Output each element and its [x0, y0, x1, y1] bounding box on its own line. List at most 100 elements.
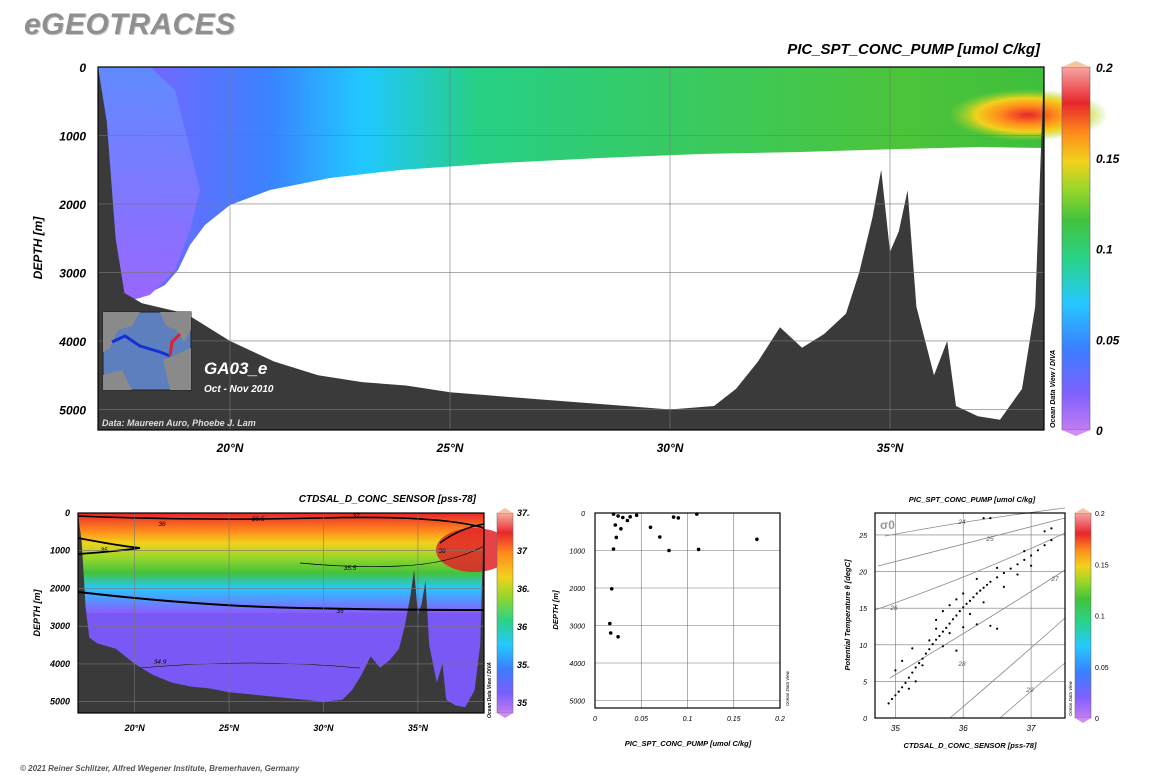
ts-data-point — [914, 666, 917, 669]
ts-data-point — [982, 517, 985, 520]
salinity-colorbar-tick-label: 37 — [517, 546, 528, 556]
main-colorbar-tick-label: 0.1 — [1096, 243, 1113, 257]
profile-scatter-chart: 0 0.05 0.1 0.15 0.2 0 1000 2000 3000 4000 5000 PI… — [551, 511, 790, 748]
ts-data-point — [996, 566, 999, 569]
ts-data-point — [968, 599, 972, 602]
ts-colorbar-tick-label: 0.05 — [1095, 665, 1109, 672]
salinity-colorbar-tick-label: 37.5 — [517, 508, 530, 518]
ts-y-tick-label: 15 — [859, 606, 867, 613]
ts-data-point — [921, 664, 924, 667]
ts-data-point — [928, 639, 931, 642]
ts-data-point — [890, 697, 894, 701]
ts-data-point — [914, 680, 917, 683]
ts-y-tick-label: 10 — [859, 643, 867, 650]
salinity-bathymetry — [78, 513, 484, 713]
profile-y-tick-label: 2000 — [568, 586, 585, 593]
ts-colorbar-tick-label: 0.2 — [1095, 511, 1105, 518]
ts-data-point — [945, 626, 948, 629]
profile-data-point — [608, 631, 613, 635]
main-colorbar-top-cap — [1062, 61, 1090, 67]
salinity-y-axis-label: DEPTH [m] — [32, 588, 42, 636]
ts-data-point — [931, 643, 934, 646]
profile-data-point — [616, 514, 620, 518]
ts-data-point — [901, 686, 904, 689]
ts-data-point — [996, 576, 999, 579]
main-x-ticks: 20°N 25°N 30°N 35°N — [216, 441, 904, 455]
ts-y-ticks: 0 5 10 15 20 25 — [858, 533, 867, 723]
ts-data-point — [907, 676, 910, 679]
profile-watermark: Ocean Data View — [785, 670, 790, 706]
inset-land-europe — [160, 312, 191, 342]
ts-x-tick-label: 35 — [891, 724, 900, 733]
inset-map — [102, 311, 192, 391]
salinity-colorbar-tick-label: 36 — [517, 622, 528, 632]
salinity-y-ticks: 0 1000 2000 3000 4000 5000 — [49, 508, 70, 707]
salinity-section-chart: 36 36.5 37 35 35.5 35 36 34.9 CTDSAL_D_CONC_SEN… — [32, 494, 530, 733]
ts-data-point — [955, 598, 958, 601]
salinity-colorbar-tick-label: 35 — [517, 698, 528, 708]
ts-data-point — [1009, 567, 1012, 570]
main-y-tick-label: 0 — [79, 61, 86, 75]
profile-plot-frame — [594, 512, 781, 709]
salinity-colorbar-tick-label: 35.5 — [517, 660, 530, 670]
ts-colorbar-bottom-cap — [1075, 718, 1091, 723]
profile-data-point — [634, 513, 639, 518]
ts-data-point — [907, 687, 910, 690]
ts-data-point — [904, 681, 907, 684]
salinity-grid — [78, 513, 484, 713]
ts-y-tick-label: 25 — [858, 533, 867, 540]
main-x-tick-label: 25°N — [436, 441, 464, 455]
salinity-y-tick-label: 5000 — [50, 697, 70, 707]
ts-data-point — [989, 517, 992, 520]
ts-isopycnal-labels: 24 25 26 27 28 29 — [889, 519, 1059, 694]
profile-data-point — [608, 621, 612, 626]
ts-isopycnal-label: 25 — [985, 536, 994, 543]
ts-diagram-chart: 24 25 26 27 28 29 σ0 35 36 37 0 5 10 15 20 25 PIC_SP… — [843, 495, 1109, 750]
ts-watermark: Ocean Data View — [1068, 680, 1073, 716]
ts-data-point — [1030, 554, 1033, 557]
ts-colorbar-tick-label: 0 — [1095, 716, 1099, 723]
ts-sigma-symbol: σ0 — [880, 518, 895, 532]
ts-colorbar-tick-label: 0.1 — [1095, 614, 1105, 621]
ts-data-point — [1023, 558, 1026, 561]
profile-data-point — [755, 537, 759, 542]
profile-data-point — [616, 635, 620, 639]
main-colorbar-ticks: 0.2 0.15 0.1 0.05 0 — [1096, 61, 1120, 438]
ts-data-point — [996, 627, 999, 630]
profile-data-point — [676, 516, 681, 520]
salinity-y-tick-label: 3000 — [50, 621, 70, 631]
main-plot-frame — [97, 66, 1045, 431]
ts-data-point — [989, 580, 992, 583]
cruise-period: Oct - Nov 2010 — [204, 384, 274, 395]
salinity-contour-label: 36.5 — [252, 516, 265, 523]
ts-x-ticks: 35 36 37 — [891, 724, 1036, 733]
ts-data-point — [962, 626, 965, 629]
ts-data-point — [941, 610, 944, 613]
profile-y-tick-label: 3000 — [569, 624, 585, 631]
profile-data-point — [611, 547, 616, 551]
inset-land-south-america — [103, 370, 132, 390]
ts-data-point — [948, 632, 951, 635]
profile-x-axis-label: PIC_SPT_CONC_PUMP [umol C/kg] — [625, 739, 752, 748]
profile-data-point — [695, 512, 699, 516]
salinity-colorbar-ticks: 37.5 37 36.5 36 35.5 35 — [517, 508, 530, 708]
salinity-x-tick-label: 20°N — [124, 723, 146, 733]
ts-data-point — [989, 624, 992, 627]
main-colorbar-bottom-cap — [1062, 430, 1090, 436]
salinity-y-tick-label: 4000 — [49, 659, 70, 669]
salinity-y-tick-label: 1000 — [50, 546, 70, 556]
ts-data-point — [1043, 544, 1046, 547]
ts-data-point — [911, 647, 914, 650]
salinity-plot-frame — [77, 512, 485, 714]
salinity-x-tick-label: 35°N — [408, 723, 429, 733]
ts-data-point — [918, 662, 921, 665]
ts-data-point — [887, 702, 890, 705]
copyright-notice: © 2021 Reiner Schlitzer, Alfred Wegener … — [20, 764, 300, 773]
salinity-contour-label: 34.9 — [154, 659, 167, 666]
ts-data-point — [1002, 585, 1005, 588]
ts-data-point — [975, 577, 978, 580]
salinity-x-tick-label: 30°N — [313, 723, 334, 733]
profile-data-point — [667, 548, 671, 553]
ts-data-point — [1016, 563, 1019, 566]
ts-isopycnal-label: 29 — [1025, 687, 1034, 694]
